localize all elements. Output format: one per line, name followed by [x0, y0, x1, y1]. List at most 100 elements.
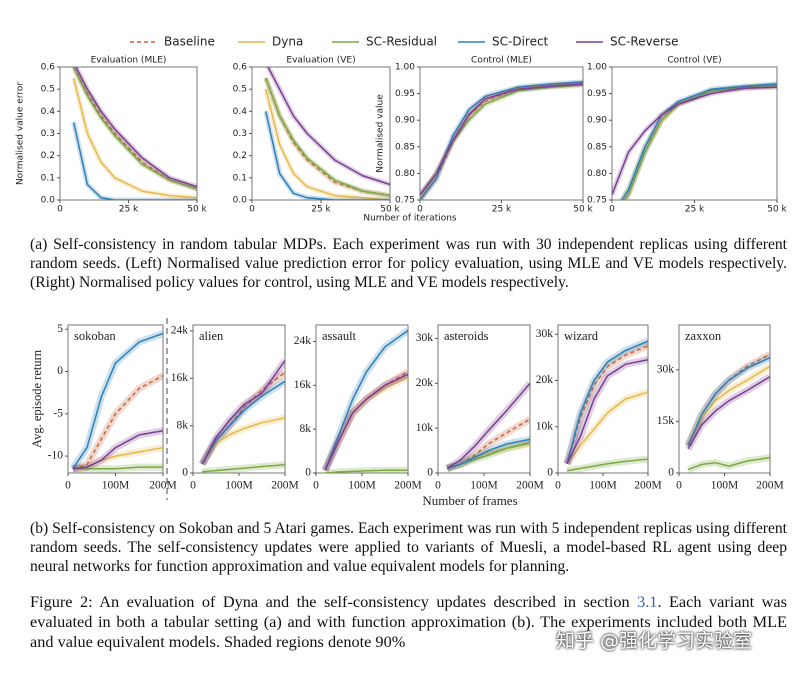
x-tick-label: 25 k: [492, 205, 512, 215]
x-tick-label: 100M: [470, 480, 497, 492]
series-line: [420, 83, 583, 200]
y-tick-label: 24k: [294, 335, 312, 347]
y-tick-label: 10k: [536, 420, 554, 432]
x-tick-label: 25 k: [119, 205, 139, 215]
series-line: [265, 77, 390, 197]
x-tick-label: 50 k: [380, 205, 400, 215]
y-tick-label: 0.5: [41, 85, 55, 95]
y-tick-label: -5: [53, 407, 63, 419]
series-line: [420, 82, 583, 200]
y-tick-label: 0.4: [233, 107, 248, 117]
x-tick-label: 0: [555, 480, 561, 492]
series-line: [446, 382, 530, 470]
series-line: [202, 463, 285, 473]
plot-lines: [684, 351, 770, 473]
shade: [322, 373, 408, 472]
y-tick-label: 10k: [416, 422, 434, 434]
series-line: [566, 340, 648, 464]
x-tick-label: 0: [609, 205, 615, 215]
caption-a: (a) Self-consistency in random tabular M…: [30, 236, 787, 291]
y-tick-label: 0: [547, 467, 553, 479]
shade: [71, 67, 197, 192]
series-line: [612, 86, 777, 195]
series-line: [72, 77, 197, 199]
plot-lines: [199, 358, 285, 473]
x-axis-label: Number of frames: [422, 493, 517, 508]
series-line: [201, 380, 285, 465]
y-tick-label: 5: [57, 323, 63, 335]
y-tick-label: 0.1: [233, 173, 247, 183]
y-tick-label: 16k: [294, 379, 312, 391]
shade: [420, 82, 583, 197]
y-tick-label: 0.80: [587, 169, 607, 179]
y-tick-label: 1.00: [395, 63, 415, 73]
y-tick-label: 0.90: [395, 116, 415, 126]
y-tick-label: 0.0: [233, 196, 248, 206]
y-tick-label: 0: [427, 467, 433, 479]
y-tick-label: 0.75: [395, 196, 415, 206]
caption-b: (b) Self-consistency on Sokoban and 5 At…: [30, 520, 787, 575]
shade: [73, 67, 197, 190]
y-tick-label: 0.5: [233, 85, 247, 95]
series-line: [566, 345, 648, 465]
x-tick-label: 200M: [271, 480, 298, 492]
plot-lines: [263, 67, 390, 200]
y-axis-label: Normalised value: [376, 94, 386, 173]
series-line: [265, 111, 390, 200]
y-tick-label: 0.3: [41, 129, 55, 139]
chart-title: sokoban: [74, 329, 116, 343]
y-tick-label: 0.0: [41, 196, 56, 206]
y-tick-label: 16k: [171, 372, 189, 384]
x-tick-label: 200M: [149, 480, 176, 492]
series-line: [201, 360, 285, 465]
series-line: [72, 332, 163, 470]
x-tick-label: 25 k: [685, 205, 705, 215]
x-tick-label: 200M: [634, 480, 661, 492]
chart-title: wizard: [564, 329, 599, 343]
y-tick-label: 0.2: [233, 151, 247, 161]
series-line: [420, 84, 583, 196]
legend-label: SC-Reverse: [610, 35, 679, 49]
series-line: [623, 84, 777, 200]
y-tick-label: 0.85: [395, 142, 415, 152]
shade: [71, 67, 197, 192]
series-line: [72, 429, 163, 470]
plot-lines: [612, 81, 777, 200]
series-line: [621, 85, 777, 200]
x-tick-label: 100M: [711, 480, 738, 492]
x-tick-label: 200M: [394, 480, 421, 492]
series-line: [72, 466, 163, 470]
chart-title: Control (VE): [667, 56, 721, 66]
series-line: [72, 375, 163, 470]
series-line: [623, 84, 777, 200]
shade: [322, 371, 408, 472]
watermark: 知乎 @强化学习实验室: [556, 630, 753, 652]
shade: [621, 82, 777, 200]
series-line: [324, 373, 408, 471]
section-link[interactable]: 3.1: [637, 592, 658, 611]
chart-title: Evaluation (MLE): [91, 56, 167, 66]
y-tick-label: 30k: [416, 332, 434, 344]
y-tick-label: 20k: [416, 377, 434, 389]
y-tick-label: 0.3: [233, 129, 247, 139]
series-line: [325, 469, 408, 473]
y-axis-label: Avg. episode return: [30, 349, 44, 448]
x-tick-label: 100M: [102, 480, 129, 492]
series-line: [687, 375, 770, 450]
y-tick-label: 30k: [536, 328, 554, 340]
chart-title: asteroids: [444, 329, 489, 343]
x-tick-label: 100M: [589, 480, 616, 492]
series-line: [73, 67, 197, 190]
x-tick-label: 50 k: [573, 205, 593, 215]
y-tick-label: 0: [305, 467, 311, 479]
y-tick-label: 0.2: [41, 151, 55, 161]
series-line: [621, 83, 777, 200]
y-tick-label: -10: [48, 450, 64, 462]
x-tick-label: 25 k: [311, 205, 331, 215]
series-line: [265, 89, 390, 200]
series-line: [73, 67, 197, 190]
y-tick-label: 0.6: [41, 63, 56, 73]
x-tick-label: 0: [249, 205, 255, 215]
y-tick-label: 30k: [657, 363, 675, 375]
plot-lines: [563, 337, 648, 473]
